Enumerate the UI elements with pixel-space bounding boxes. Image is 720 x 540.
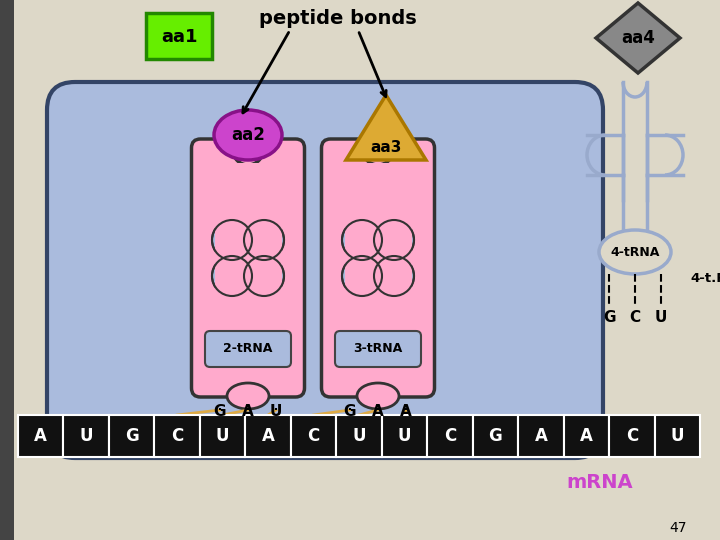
Text: A: A [35,427,48,445]
Circle shape [342,220,382,260]
Text: aa1: aa1 [161,28,197,46]
Bar [291,415,336,457]
Text: G: G [603,310,616,326]
FancyBboxPatch shape [47,82,603,458]
Text: U: U [397,427,411,445]
Circle shape [374,220,414,260]
Bar [154,415,200,457]
Circle shape [212,256,252,296]
FancyBboxPatch shape [205,331,291,367]
Bar [344,163,412,373]
Text: 4-t.RNA: 4-t.RNA [690,272,720,285]
FancyBboxPatch shape [335,331,421,367]
Text: G: G [214,403,226,418]
Bar [0,0,14,540]
Text: 2-tRNA: 2-tRNA [223,342,273,355]
Bar [427,415,472,457]
Text: 47: 47 [670,521,687,535]
Text: U: U [79,427,93,445]
Ellipse shape [599,230,671,274]
Circle shape [374,256,414,296]
Text: C: C [171,427,184,445]
Ellipse shape [227,383,269,409]
Text: U: U [270,403,282,418]
Bar [336,415,382,457]
Polygon shape [596,3,680,73]
Bar [215,163,282,373]
Bar [18,415,63,457]
Text: mRNA: mRNA [567,472,634,491]
Circle shape [342,256,382,296]
Text: A: A [372,403,384,418]
Text: U: U [654,310,667,326]
FancyBboxPatch shape [146,13,212,59]
Polygon shape [346,95,426,160]
Text: C: C [444,427,456,445]
Circle shape [212,220,252,260]
Text: U: U [670,427,684,445]
Bar [518,415,564,457]
Ellipse shape [357,383,399,409]
Text: A: A [400,403,412,418]
Text: G: G [489,427,503,445]
FancyBboxPatch shape [192,139,305,397]
Text: peptide bonds: peptide bonds [259,9,417,28]
Bar [564,415,609,457]
Text: aa4: aa4 [621,29,655,47]
Text: U: U [216,427,230,445]
Text: A: A [261,427,274,445]
Text: C: C [626,427,638,445]
Text: U: U [352,427,366,445]
Bar [200,415,246,457]
FancyBboxPatch shape [322,139,434,397]
Text: A: A [242,403,254,418]
Text: 3-tRNA: 3-tRNA [354,342,402,355]
Bar [18,415,700,457]
Text: G: G [125,427,138,445]
Text: A: A [534,427,547,445]
Bar [472,415,518,457]
Text: C: C [307,427,320,445]
Text: A: A [580,427,593,445]
Text: aa2: aa2 [231,126,265,144]
Ellipse shape [214,110,282,160]
Bar [382,415,427,457]
Text: 4-tRNA: 4-tRNA [611,246,660,259]
Circle shape [233,135,263,165]
Circle shape [244,256,284,296]
Text: G: G [343,403,356,418]
Text: C: C [629,310,641,326]
Bar [246,415,291,457]
Text: aa3: aa3 [370,140,402,156]
Circle shape [244,220,284,260]
Bar [63,415,109,457]
Bar [109,415,154,457]
Bar [609,415,654,457]
Bar [654,415,700,457]
Circle shape [363,135,393,165]
